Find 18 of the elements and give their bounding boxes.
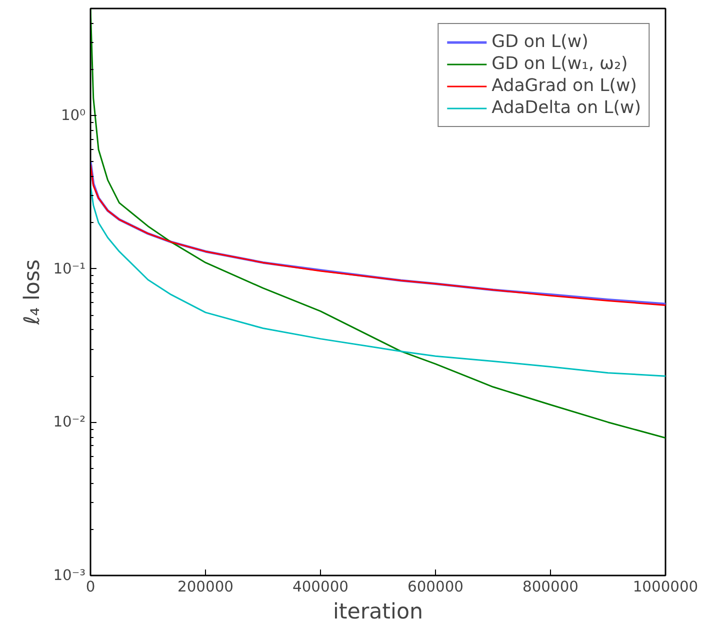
line-series <box>90 184 666 377</box>
x-tick-label: 200000 <box>178 578 234 596</box>
y-tick-label: 10⁻¹ <box>53 260 86 278</box>
legend-label: AdaDelta on L(w) <box>492 98 641 118</box>
legend-label: GD on L(w) <box>492 32 588 52</box>
y-tick-label: 10⁻² <box>53 414 86 431</box>
x-axis-title: iteration <box>332 600 424 624</box>
x-tick-label: 1000000 <box>632 578 698 596</box>
legend-label: AdaGrad on L(w) <box>492 76 637 96</box>
y-axis-title: ℓ₄ loss <box>20 259 46 326</box>
line-series <box>90 8 666 439</box>
x-tick-label: 800000 <box>522 578 578 596</box>
legend-label: GD on L(w₁, ω₂) <box>492 54 628 74</box>
x-tick-label: 600000 <box>408 578 464 596</box>
y-tick-label: 10⁰ <box>60 107 86 124</box>
x-tick-label: 0 <box>86 578 96 596</box>
y-tick-label: 10⁻³ <box>53 567 86 584</box>
x-tick-label: 400000 <box>292 578 348 596</box>
